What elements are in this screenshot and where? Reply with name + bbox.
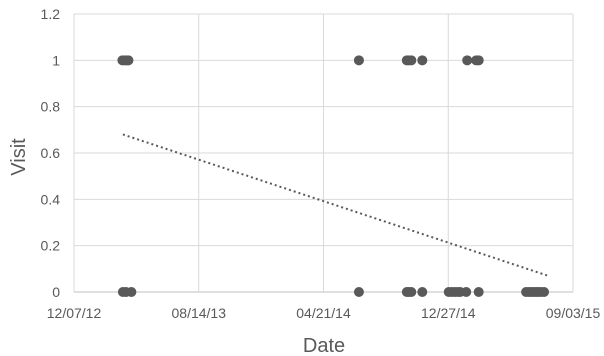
data-point	[473, 55, 484, 66]
data-point	[406, 55, 417, 66]
y-tick-label: 0.4	[41, 191, 61, 207]
y-tick-label: 0.6	[41, 145, 61, 161]
y-tick-labels: 0 0.2 0.4 0.6 0.8 1 1.2	[41, 6, 61, 300]
data-point	[462, 55, 473, 66]
grid-lines	[73, 13, 574, 293]
data-point	[461, 287, 472, 297]
data-point	[353, 55, 364, 66]
trendline	[122, 133, 549, 277]
y-axis-title: Visit	[8, 138, 30, 176]
y-tick-label: 0.2	[41, 238, 61, 254]
data-point	[539, 287, 550, 297]
x-axis-title: Date	[303, 335, 345, 356]
data-point	[417, 55, 428, 66]
x-tick-label: 12/27/14	[421, 305, 476, 321]
data-point	[406, 287, 417, 297]
y-tick-label: 0.8	[41, 99, 61, 115]
x-tick-label: 08/14/13	[172, 305, 227, 321]
data-point	[126, 287, 137, 297]
data-point	[473, 287, 484, 297]
x-tick-label: 09/03/15	[546, 305, 601, 321]
y-tick-label: 1	[52, 52, 60, 68]
x-tick-label: 04/21/14	[296, 305, 351, 321]
data-points	[117, 55, 550, 297]
data-point	[353, 287, 364, 297]
x-tick-label: 12/07/12	[47, 305, 102, 321]
data-point	[417, 287, 428, 297]
x-tick-labels: 12/07/12 08/14/13 04/21/14 12/27/14 09/03/15	[47, 305, 601, 321]
y-tick-label: 1.2	[41, 6, 61, 22]
data-point	[123, 55, 134, 66]
y-tick-label: 0	[52, 284, 60, 300]
